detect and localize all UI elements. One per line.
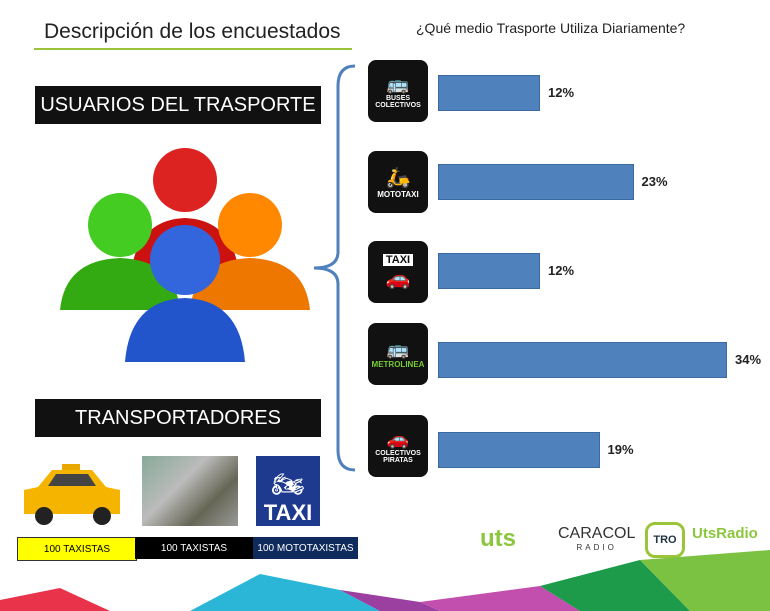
- uts-logo: uts: [480, 525, 516, 552]
- tro-logo: TRO: [645, 522, 685, 558]
- page-title: Descripción de los encuestados: [44, 20, 341, 43]
- brace: [313, 64, 356, 472]
- caracol-logo: CARACOL RADIO: [558, 525, 636, 552]
- chart-title: ¿Qué medio Trasporte Utiliza Diariamente…: [416, 20, 686, 36]
- bar-label-0: 12%: [548, 85, 575, 100]
- person-orange: [190, 193, 310, 310]
- utsradio-logo: UtsRadio: [692, 525, 758, 542]
- taxi-icon: TAXI 🚗: [368, 241, 428, 303]
- taxi-car-image: [24, 464, 120, 525]
- bar-4: [438, 432, 600, 468]
- bar-label-3: 34%: [735, 352, 762, 367]
- chip-mototaxistas: 100 MOTOTAXISTAS: [253, 537, 358, 559]
- bar-3: [438, 342, 727, 378]
- bar-label-2: 12%: [548, 263, 575, 278]
- bar-label-4: 19%: [607, 442, 634, 457]
- colectivos-piratas-icon: 🚗 COLECTIVOS PIRATAS: [368, 415, 428, 477]
- bar-1: [438, 164, 634, 200]
- title-underline: [34, 48, 352, 50]
- chip-taxistas-2: 100 TAXISTAS: [135, 537, 253, 559]
- chip-taxistas-1: 100 TAXISTAS: [17, 537, 137, 561]
- bar-2: [438, 253, 540, 289]
- motorcycle-icon: 🏍: [271, 469, 305, 499]
- person-blue: [125, 225, 245, 362]
- transporters-label: TRANSPORTADORES: [35, 399, 321, 437]
- decorative-polygons: [0, 550, 770, 611]
- bar-label-1: 23%: [641, 174, 668, 189]
- mototaxi-sign: 🏍 TAXI: [256, 456, 320, 526]
- bus-icon: 🚌 BUSES COLECTIVOS: [368, 60, 428, 122]
- person-green: [60, 193, 180, 310]
- metrolinea-icon: 🚌 METROLINEA: [368, 323, 428, 385]
- mototaxi-icon: 🛵 MOTOTAXI: [368, 151, 428, 213]
- users-label: USUARIOS DEL TRASPORTE: [35, 86, 321, 124]
- transporters-photo: [142, 456, 238, 526]
- users-people-icon: [60, 148, 310, 362]
- bar-0: [438, 75, 540, 111]
